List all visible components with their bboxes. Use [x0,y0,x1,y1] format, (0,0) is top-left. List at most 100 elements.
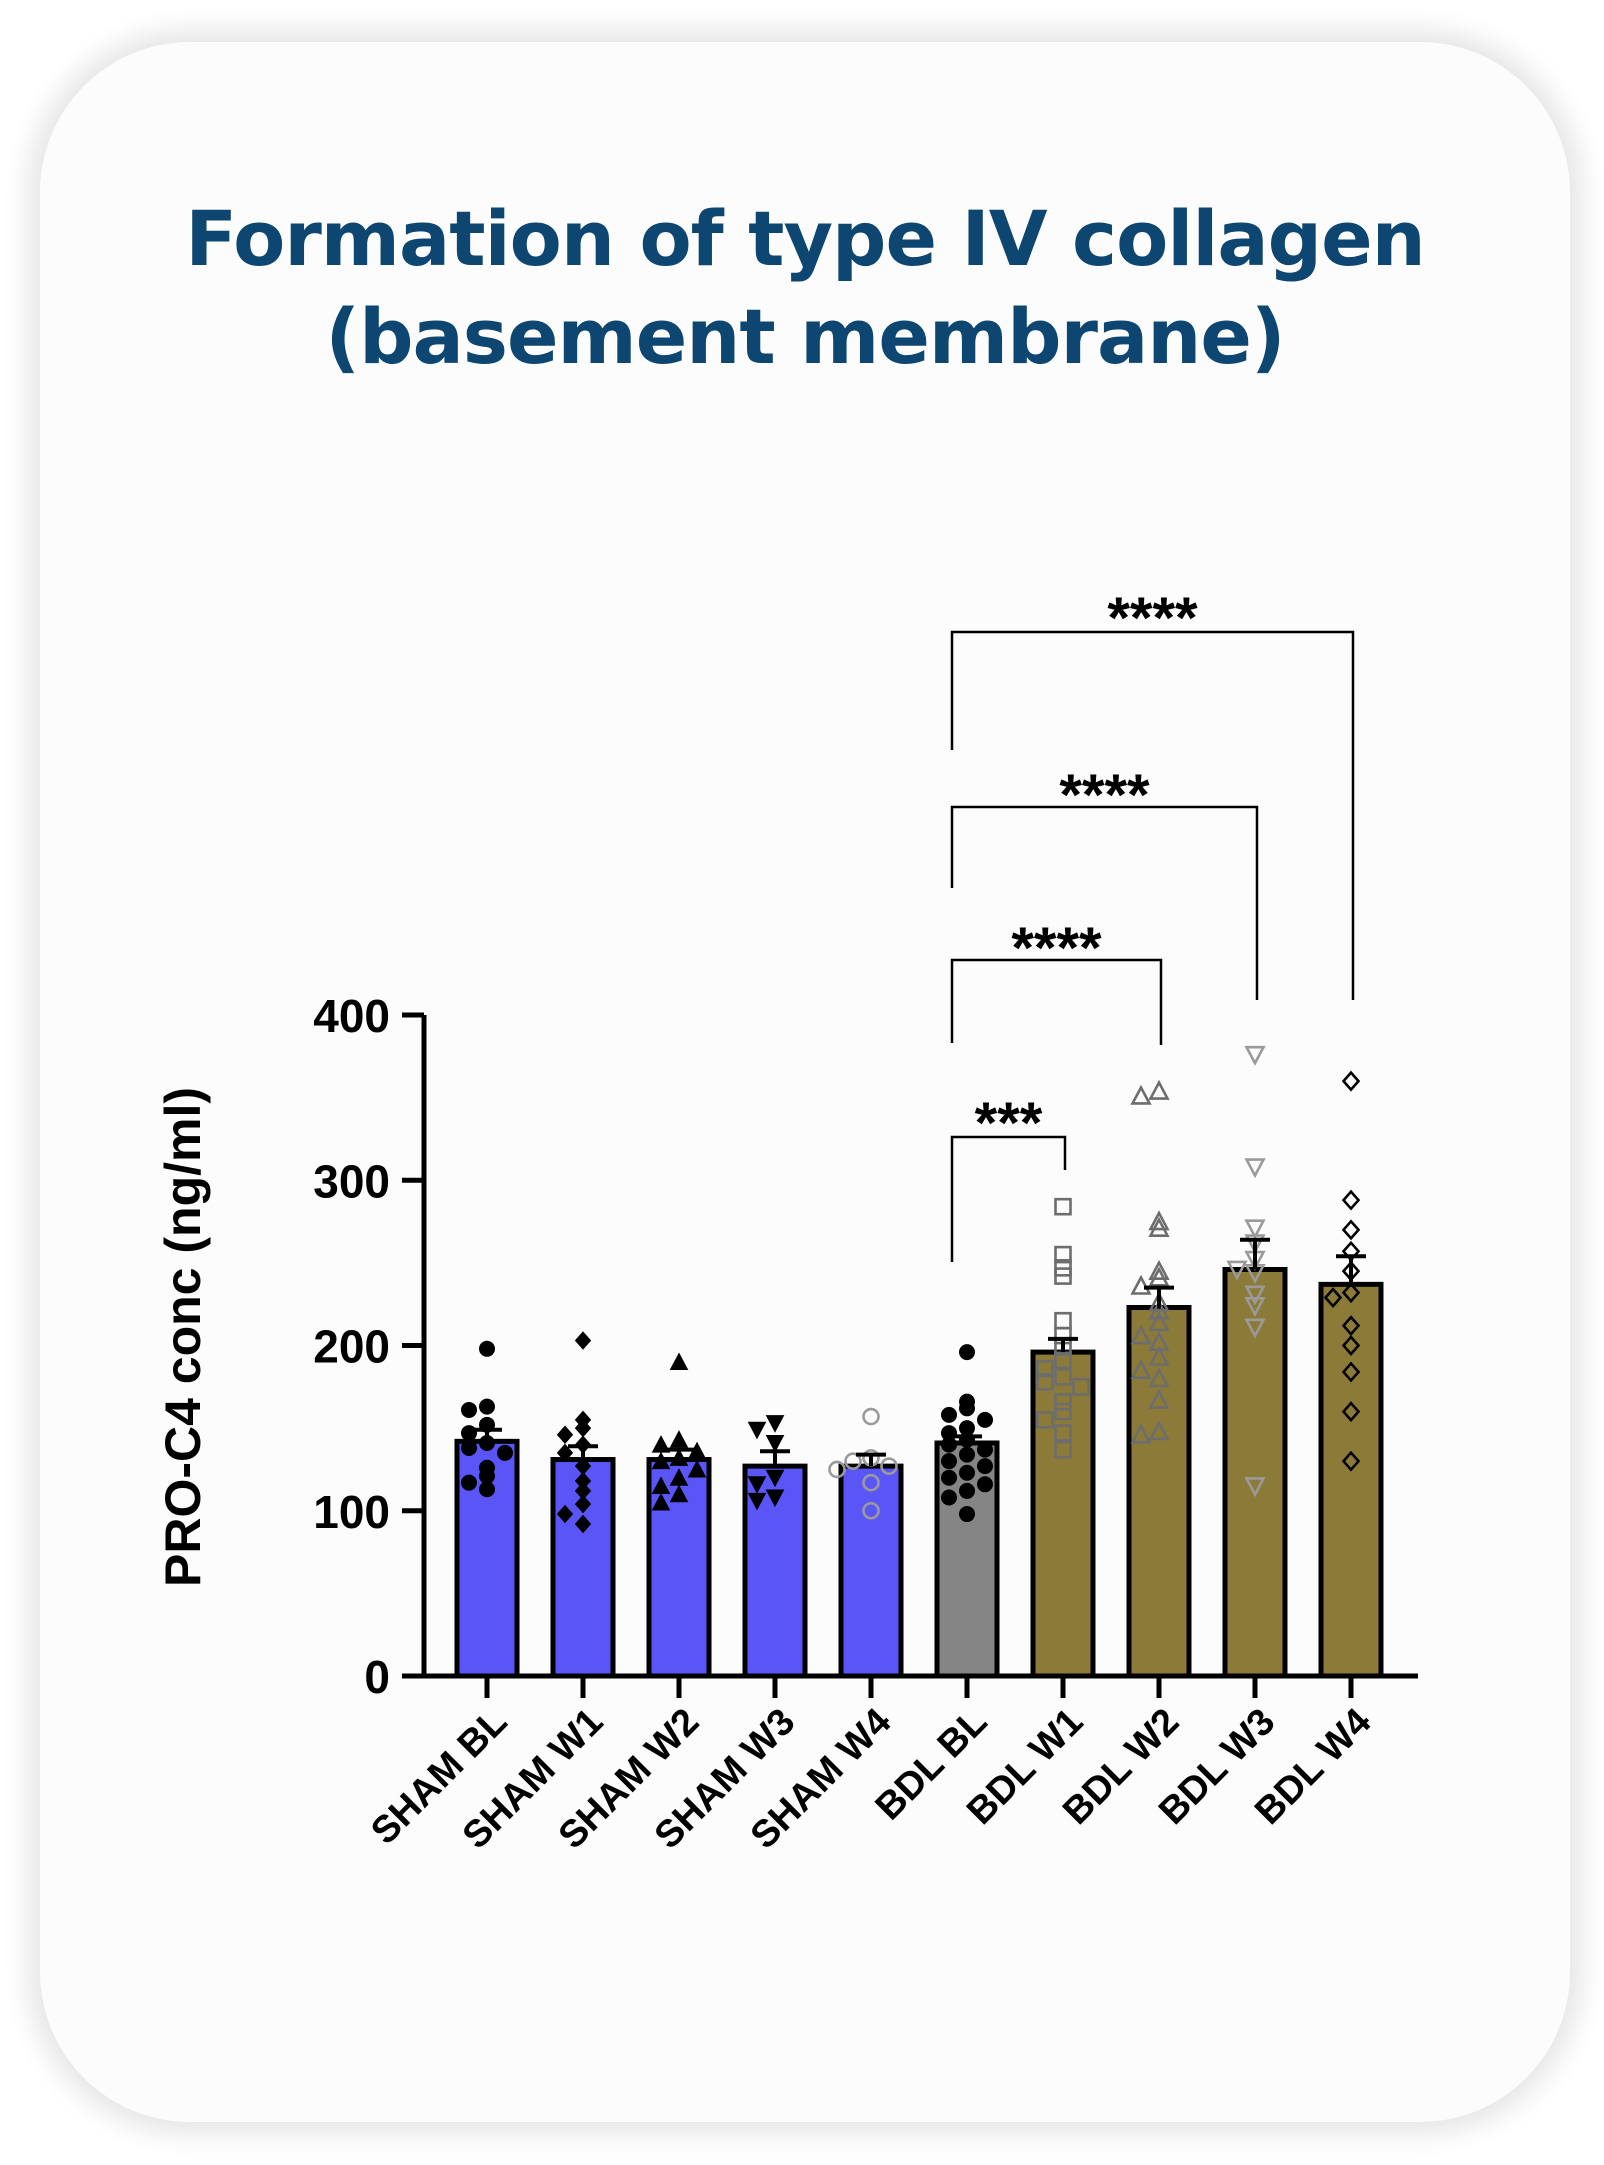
data-point-bdl-w4-6 [1323,1287,1343,1309]
significance-label-3: **** [1107,586,1198,651]
data-point-bdl-bl-9 [977,1441,993,1458]
data-point-bdl-w4-8 [1341,1335,1361,1356]
data-point-bdl-w2-12 [1148,1345,1170,1366]
data-point-bdl-w1-10 [1036,1373,1054,1391]
data-point-bdl-w2-0 [1148,1079,1170,1100]
bar-bdl-w4 [1318,1281,1384,1679]
data-point-bdl-w3-0 [1244,1045,1266,1066]
data-point-bdl-w2-5 [1148,1266,1170,1287]
data-point-sham-bl-11 [461,1401,477,1418]
data-point-bdl-w4-7 [1341,1315,1361,1337]
data-point-bdl-w1-12 [1054,1392,1072,1411]
data-point-bdl-w2-9 [1148,1311,1170,1332]
data-point-bdl-w1-0 [1054,1197,1072,1216]
bar-bdl-w2 [1126,1304,1192,1679]
data-point-bdl-w2-17 [1130,1423,1152,1444]
data-point-bdl-bl-16 [959,1482,975,1499]
data-point-bdl-bl-13 [959,1464,975,1481]
data-point-sham-w2-0 [669,1352,689,1371]
data-point-bdl-bl-8 [941,1436,957,1453]
data-point-bdl-w1-16 [1054,1440,1072,1459]
data-point-sham-w3-6 [747,1492,767,1511]
data-point-bdl-w2-16 [1148,1420,1170,1441]
data-point-sham-bl-9 [461,1474,477,1491]
data-point-sham-w1-9 [574,1494,592,1514]
data-point-sham-bl-0 [479,1340,495,1357]
chart-title-line-1: Formation of type IV collagen [185,194,1425,283]
data-point-sham-bl-10 [479,1481,495,1498]
data-point-sham-w4-6 [862,1501,880,1520]
y-axis-label: PRO-C4 conc (ng/ml) [155,1087,211,1587]
data-point-sham-w3-0 [765,1415,785,1433]
data-point-bdl-bl-11 [941,1453,957,1470]
data-point-bdl-w1-14 [1036,1411,1054,1429]
data-point-sham-w2-10 [651,1492,671,1511]
data-point-bdl-bl-15 [977,1476,993,1493]
data-point-sham-w1-0 [574,1331,592,1350]
data-point-sham-w2-1 [669,1430,689,1448]
data-point-sham-w1-11 [574,1514,592,1534]
data-point-sham-w2-6 [687,1459,707,1478]
data-point-sham-w1-10 [556,1504,574,1524]
data-point-bdl-bl-4 [977,1411,993,1428]
y-tick-label-0: 0 [364,1651,390,1703]
data-point-sham-bl-5 [461,1439,477,1456]
chart-title: Formation of type IV collagen (basement … [40,190,1570,386]
bars-group [454,1266,1384,1679]
data-point-sham-w3-5 [765,1489,785,1508]
data-point-bdl-w2-8 [1148,1299,1170,1320]
y-tick-label-300: 300 [313,1155,390,1207]
data-point-bdl-w2-4 [1148,1259,1170,1280]
data-point-bdl-w3-3 [1244,1234,1266,1255]
data-point-sham-w3-4 [747,1476,767,1494]
data-point-sham-w4-5 [862,1473,880,1492]
data-point-bdl-w2-7 [1148,1291,1170,1312]
data-point-sham-w1-5 [556,1443,574,1463]
data-point-bdl-w3-1 [1244,1158,1266,1179]
y-tick-label-200: 200 [313,1321,390,1373]
data-point-sham-w2-5 [651,1451,671,1470]
data-point-bdl-w4-1 [1341,1189,1361,1211]
data-point-bdl-w1-15 [1054,1424,1072,1442]
chart-card [40,42,1570,2122]
data-point-sham-w1-3 [556,1425,574,1444]
data-point-bdl-bl-2 [959,1400,975,1417]
data-point-bdl-w2-14 [1148,1367,1170,1388]
data-point-sham-bl-6 [497,1444,513,1461]
data-point-bdl-w2-2 [1148,1210,1170,1231]
y-tick-label-400: 400 [313,990,390,1042]
data-point-bdl-w1-13 [1054,1402,1072,1421]
data-point-bdl-w4-10 [1341,1401,1361,1423]
data-point-bdl-w1-8 [1036,1359,1054,1378]
error-bars-group [472,1237,1366,1467]
significance-group: *************** [950,586,1355,1262]
bar-bdl-w3 [1222,1266,1288,1679]
significance-label-2: **** [1059,763,1150,828]
data-point-bdl-w1-3 [1054,1267,1072,1285]
data-point-bdl-w2-13 [1130,1359,1152,1380]
data-point-bdl-w1-9 [1054,1368,1072,1386]
data-point-bdl-bl-12 [977,1458,993,1475]
data-point-bdl-bl-18 [959,1506,975,1523]
data-point-sham-w3-3 [765,1469,785,1488]
significance-bracket-3 [950,630,1355,1000]
data-point-bdl-w1-11 [1072,1378,1090,1396]
data-point-bdl-w3-5 [1226,1260,1248,1281]
data-point-sham-w4-3 [880,1457,898,1475]
data-point-bdl-w2-6 [1130,1274,1152,1295]
y-tick-label-100: 100 [313,1486,390,1538]
significance-bracket-2 [950,805,1259,1000]
significance-bracket-1 [950,958,1163,1045]
data-point-bdl-w2-1 [1130,1084,1152,1105]
data-point-sham-w4-4 [828,1460,846,1479]
bar-sham-w4 [838,1463,904,1679]
data-point-bdl-w1-1 [1054,1245,1072,1264]
data-point-sham-bl-1 [479,1398,495,1415]
bar-bdl-w1 [1030,1349,1096,1679]
data-point-bdl-w2-15 [1148,1388,1170,1409]
data-point-bdl-w1-7 [1054,1351,1072,1370]
data-point-bdl-w3-10 [1244,1477,1266,1498]
data-point-bdl-w1-4 [1054,1311,1072,1330]
